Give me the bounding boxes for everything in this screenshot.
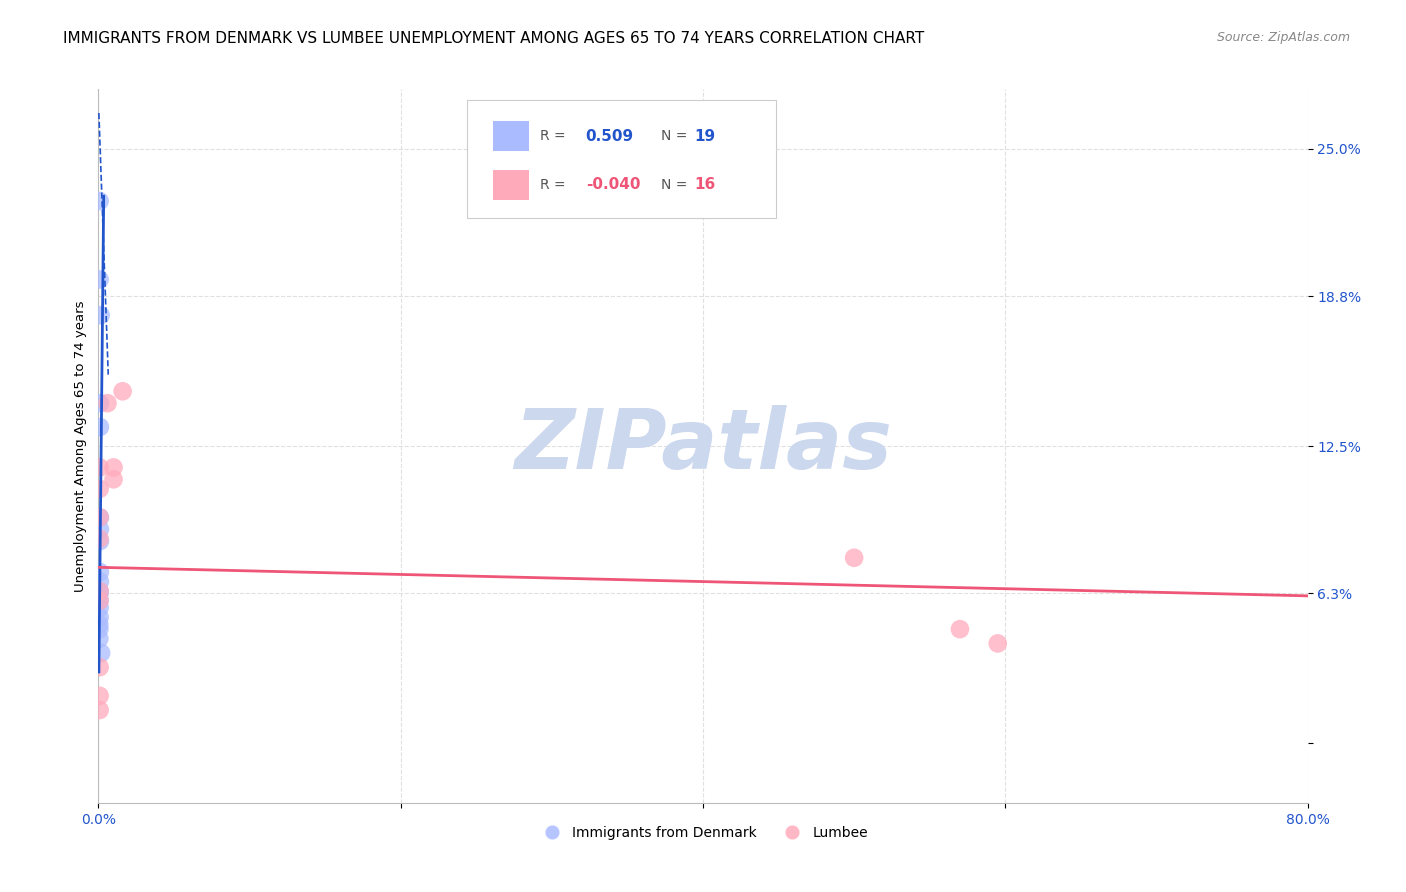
Text: R =: R = bbox=[540, 129, 565, 143]
Point bbox=[89, 703, 111, 717]
Point bbox=[949, 622, 972, 636]
Point bbox=[89, 593, 111, 607]
Point bbox=[96, 396, 118, 410]
Point bbox=[89, 532, 111, 546]
Point bbox=[89, 565, 111, 579]
Point bbox=[89, 593, 111, 607]
Point bbox=[89, 584, 111, 599]
FancyBboxPatch shape bbox=[492, 169, 529, 200]
Point bbox=[111, 384, 134, 399]
Point bbox=[89, 396, 111, 410]
Point bbox=[103, 472, 125, 486]
Point bbox=[89, 510, 111, 524]
Point bbox=[89, 522, 111, 536]
Text: IMMIGRANTS FROM DENMARK VS LUMBEE UNEMPLOYMENT AMONG AGES 65 TO 74 YEARS CORRELA: IMMIGRANTS FROM DENMARK VS LUMBEE UNEMPL… bbox=[63, 31, 925, 46]
Point bbox=[89, 194, 111, 208]
Text: N =: N = bbox=[661, 129, 688, 143]
Point bbox=[89, 534, 111, 549]
Point bbox=[89, 460, 111, 475]
Point bbox=[89, 482, 111, 496]
Point bbox=[89, 420, 111, 434]
FancyBboxPatch shape bbox=[492, 121, 529, 151]
FancyBboxPatch shape bbox=[467, 100, 776, 218]
Text: ZIPatlas: ZIPatlas bbox=[515, 406, 891, 486]
Text: N =: N = bbox=[661, 178, 688, 192]
Point bbox=[103, 460, 125, 475]
Text: 0.509: 0.509 bbox=[586, 128, 634, 144]
Text: Source: ZipAtlas.com: Source: ZipAtlas.com bbox=[1216, 31, 1350, 45]
Point bbox=[89, 584, 111, 599]
Text: 16: 16 bbox=[695, 178, 716, 192]
Point bbox=[90, 308, 112, 322]
Point bbox=[89, 617, 111, 632]
Point bbox=[90, 646, 112, 660]
Point bbox=[89, 600, 111, 615]
Point bbox=[89, 574, 111, 589]
Y-axis label: Unemployment Among Ages 65 to 74 years: Unemployment Among Ages 65 to 74 years bbox=[75, 301, 87, 591]
Point bbox=[89, 632, 111, 646]
Point bbox=[89, 510, 111, 524]
Text: 19: 19 bbox=[695, 128, 716, 144]
Point bbox=[89, 586, 111, 600]
Text: -0.040: -0.040 bbox=[586, 178, 640, 192]
Text: R =: R = bbox=[540, 178, 565, 192]
Point bbox=[89, 689, 111, 703]
Legend: Immigrants from Denmark, Lumbee: Immigrants from Denmark, Lumbee bbox=[531, 821, 875, 846]
Point bbox=[89, 660, 111, 674]
Point bbox=[89, 272, 111, 286]
Point bbox=[89, 610, 111, 624]
Point bbox=[89, 622, 111, 636]
Point bbox=[844, 550, 866, 565]
Point bbox=[987, 636, 1010, 650]
